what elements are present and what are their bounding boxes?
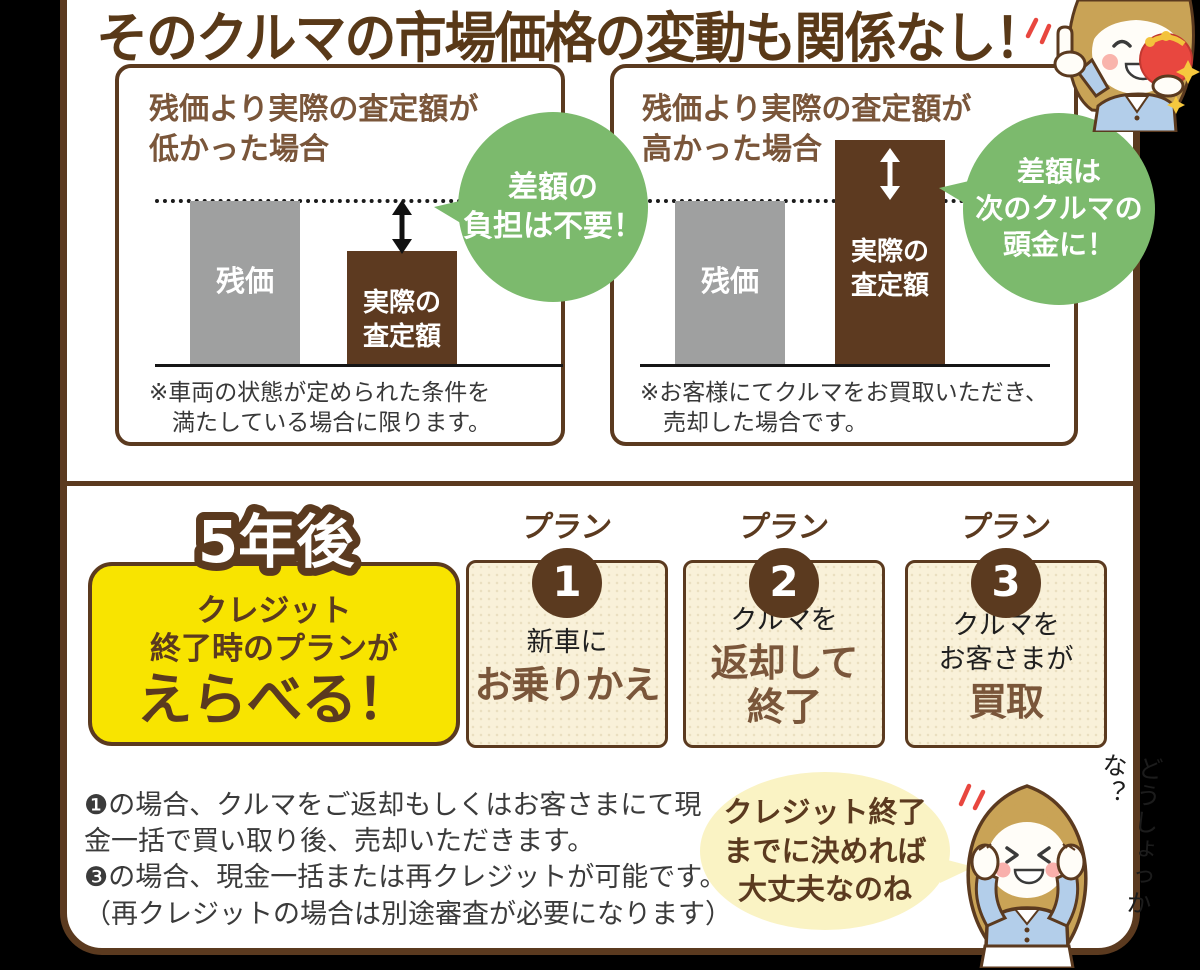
residual-bar-label: 残価 [700,264,759,298]
plan-main-text: 買取 [968,679,1044,724]
balloon-tail [434,200,464,225]
five-years-later-badge: 5年後 [190,500,363,582]
plan-number-badge: 3 [971,548,1041,618]
choose-line-1: クレジット [196,592,352,629]
speech-bubble: クレジット終了 までに決めれば 大丈夫なのね [700,772,974,930]
panel-appraisal-lower: 残価より実際の査定額が 低かった場合 残価 実際の 査定額 ※車両の状態が定めら… [115,64,565,446]
panel-appraisal-higher: 残価より実際の査定額が 高かった場合 残価 実際の 査定額 ※お客様にてクルマを… [610,64,1078,446]
panel-title: 残価より実際の査定額が 低かった場合 [149,92,479,167]
balloon-text: 差額は 次のクルマの 頭金に！ [975,155,1143,262]
badge-text: 5年後 [198,508,355,576]
choose-plan-box: クレジット 終了時のプランが えらべる！ [88,562,460,746]
difference-arrow-icon [880,148,900,200]
appraisal-bar-label: 実際の 査定額 [362,288,441,352]
residual-bar: 残価 [675,201,785,366]
excited-woman-illustration [958,783,1088,968]
plan-1: プラン 1 新車に お乗りかえ [466,502,668,748]
plan-number-badge: 1 [532,548,602,618]
plan-2: プラン 2 クルマを 返却して 終了 [683,502,885,748]
baseline [640,364,1050,367]
plan-number-badge: 2 [749,548,819,618]
plan-sub-text: 新車に [526,627,608,659]
woman-with-purse-illustration [1025,0,1200,132]
plan-main-text: 返却して 終了 [710,641,859,729]
panel-title: 残価より実際の査定額が 高かった場合 [642,92,972,167]
choose-line-3: えらべる！ [136,668,413,734]
speech-bubble-text: クレジット終了 までに決めれば 大丈夫なのね [723,795,927,907]
plan-card: クルマを お客さまが 買取 [905,560,1107,748]
plan-card: クルマを 返却して 終了 [683,560,885,748]
footnote: ❶の場合、クルマをご返却もしくはお客さまにて現 金一括で買い取り後、売却いただき… [84,790,732,930]
plan-tag: プラン [519,510,614,545]
plan-main-text: お乗りかえ [474,663,660,708]
no-burden-balloon: 差額の 負担は不要！ [434,112,648,302]
section-divider [67,481,1133,486]
plan-3: プラン 3 クルマを お客さまが 買取 [905,502,1107,748]
appraisal-bar: 実際の 査定額 [835,140,945,366]
balloon-text: 差額の 負担は不要！ [463,170,643,244]
headline: そのクルマの市場価格の変動も関係なし！ [96,7,1046,71]
appraisal-bar: 実際の 査定額 [347,251,457,366]
residual-dotted-line [155,199,557,203]
plan-tag: プラン [958,510,1053,545]
baseline [155,364,563,367]
balloon-tail [939,181,969,206]
plan-sub-text: クルマを お客さまが [938,610,1074,676]
appraisal-bar-label: 実際の 査定額 [850,237,929,301]
panel-note: ※車両の状態が定められた条件を 満たしている場合に限ります。 [149,380,492,437]
choose-line-2: 終了時のプランが [150,630,398,667]
residual-bar: 残価 [190,201,300,366]
panel-note: ※お客様にてクルマをお買取いただき、 売却した場合です。 [640,380,1048,437]
plan-tag: プラン [736,510,831,545]
residual-bar-label: 残価 [215,264,274,298]
difference-arrow-icon [392,200,412,254]
down-payment-balloon: 差額は 次のクルマの 頭金に！ [939,113,1155,305]
